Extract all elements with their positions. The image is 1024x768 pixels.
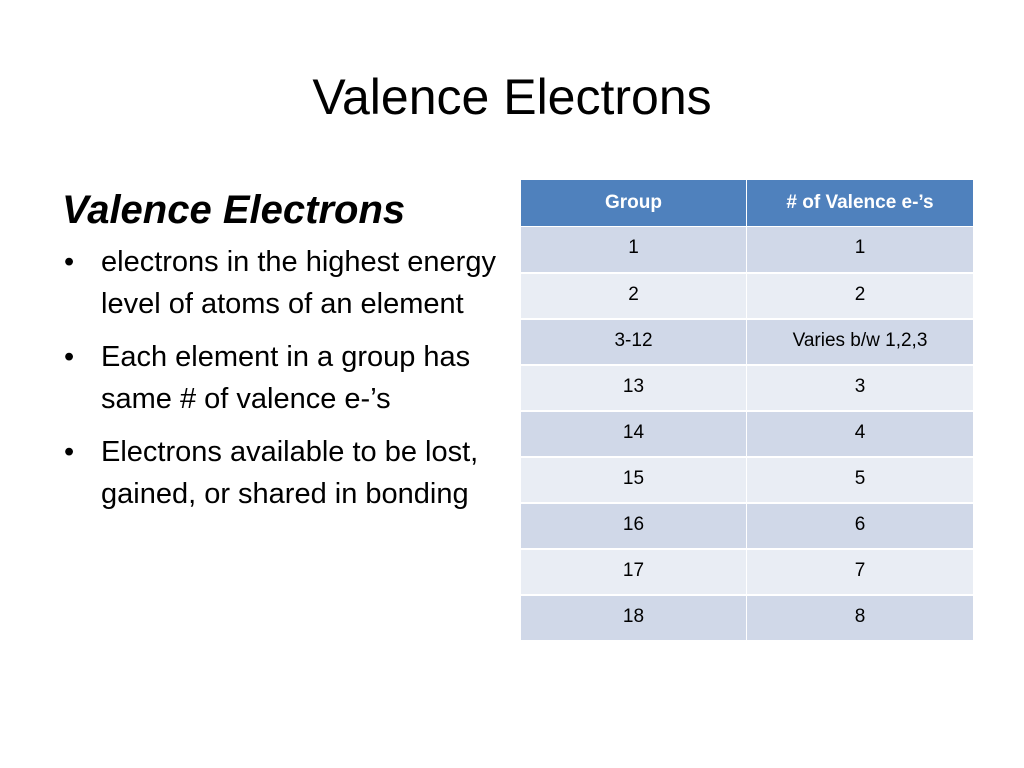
bullet-text: electrons in the highest energy level of… [101, 246, 496, 320]
table-cell-valence: Varies b/w 1,2,3 [746, 318, 974, 366]
column-header-valence: # of Valence e-’s [746, 179, 974, 227]
table-cell-valence: 4 [746, 410, 974, 458]
table-cell-group: 16 [520, 502, 747, 550]
table-cell-valence: 5 [746, 456, 974, 504]
table-row: 3-12 Varies b/w 1,2,3 [520, 318, 974, 366]
table-header-row: Group # of Valence e-’s [520, 179, 974, 227]
table-cell-valence: 3 [746, 364, 974, 412]
table-cell-group: 15 [520, 456, 747, 504]
table-cell-valence: 1 [746, 226, 974, 274]
table-row: 15 5 [520, 456, 974, 504]
table-cell-group: 18 [520, 594, 747, 642]
bullet-text: Each element in a group has same # of va… [101, 341, 471, 415]
table-row: 17 7 [520, 548, 974, 596]
slide-title: Valence Electrons [312, 69, 712, 125]
column-header-group: Group [520, 179, 747, 227]
bullet-text: Electrons available to be lost, gained, … [101, 436, 479, 510]
table-row: 16 6 [520, 502, 974, 550]
table-row: 13 3 [520, 364, 974, 412]
table-row: 18 8 [520, 594, 974, 642]
table-cell-group: 13 [520, 364, 747, 412]
text-column: Valence Electrons • electrons in the hig… [62, 183, 502, 526]
table-cell-group: 1 [520, 226, 747, 274]
table-cell-valence: 8 [746, 594, 974, 642]
bullet-list: • electrons in the highest energy level … [62, 241, 502, 515]
table-row: 1 1 [520, 226, 974, 274]
table-row: 2 2 [520, 272, 974, 320]
table-cell-valence: 2 [746, 272, 974, 320]
table-cell-group: 17 [520, 548, 747, 596]
table-cell-group: 14 [520, 410, 747, 458]
bullet-item: • Electrons available to be lost, gained… [62, 431, 502, 515]
bullet-item: • Each element in a group has same # of … [62, 336, 502, 420]
table-row: 14 4 [520, 410, 974, 458]
table-cell-group: 2 [520, 272, 747, 320]
table-cell-valence: 7 [746, 548, 974, 596]
valence-table: Group # of Valence e-’s 1 1 2 2 3-12 Var… [520, 179, 974, 642]
table-cell-group: 3-12 [520, 318, 747, 366]
bullet-icon: • [64, 246, 75, 278]
bullet-icon: • [64, 436, 75, 468]
table-cell-valence: 6 [746, 502, 974, 550]
section-heading: Valence Electrons [62, 188, 406, 232]
bullet-icon: • [64, 341, 75, 373]
bullet-item: • electrons in the highest energy level … [62, 241, 502, 325]
